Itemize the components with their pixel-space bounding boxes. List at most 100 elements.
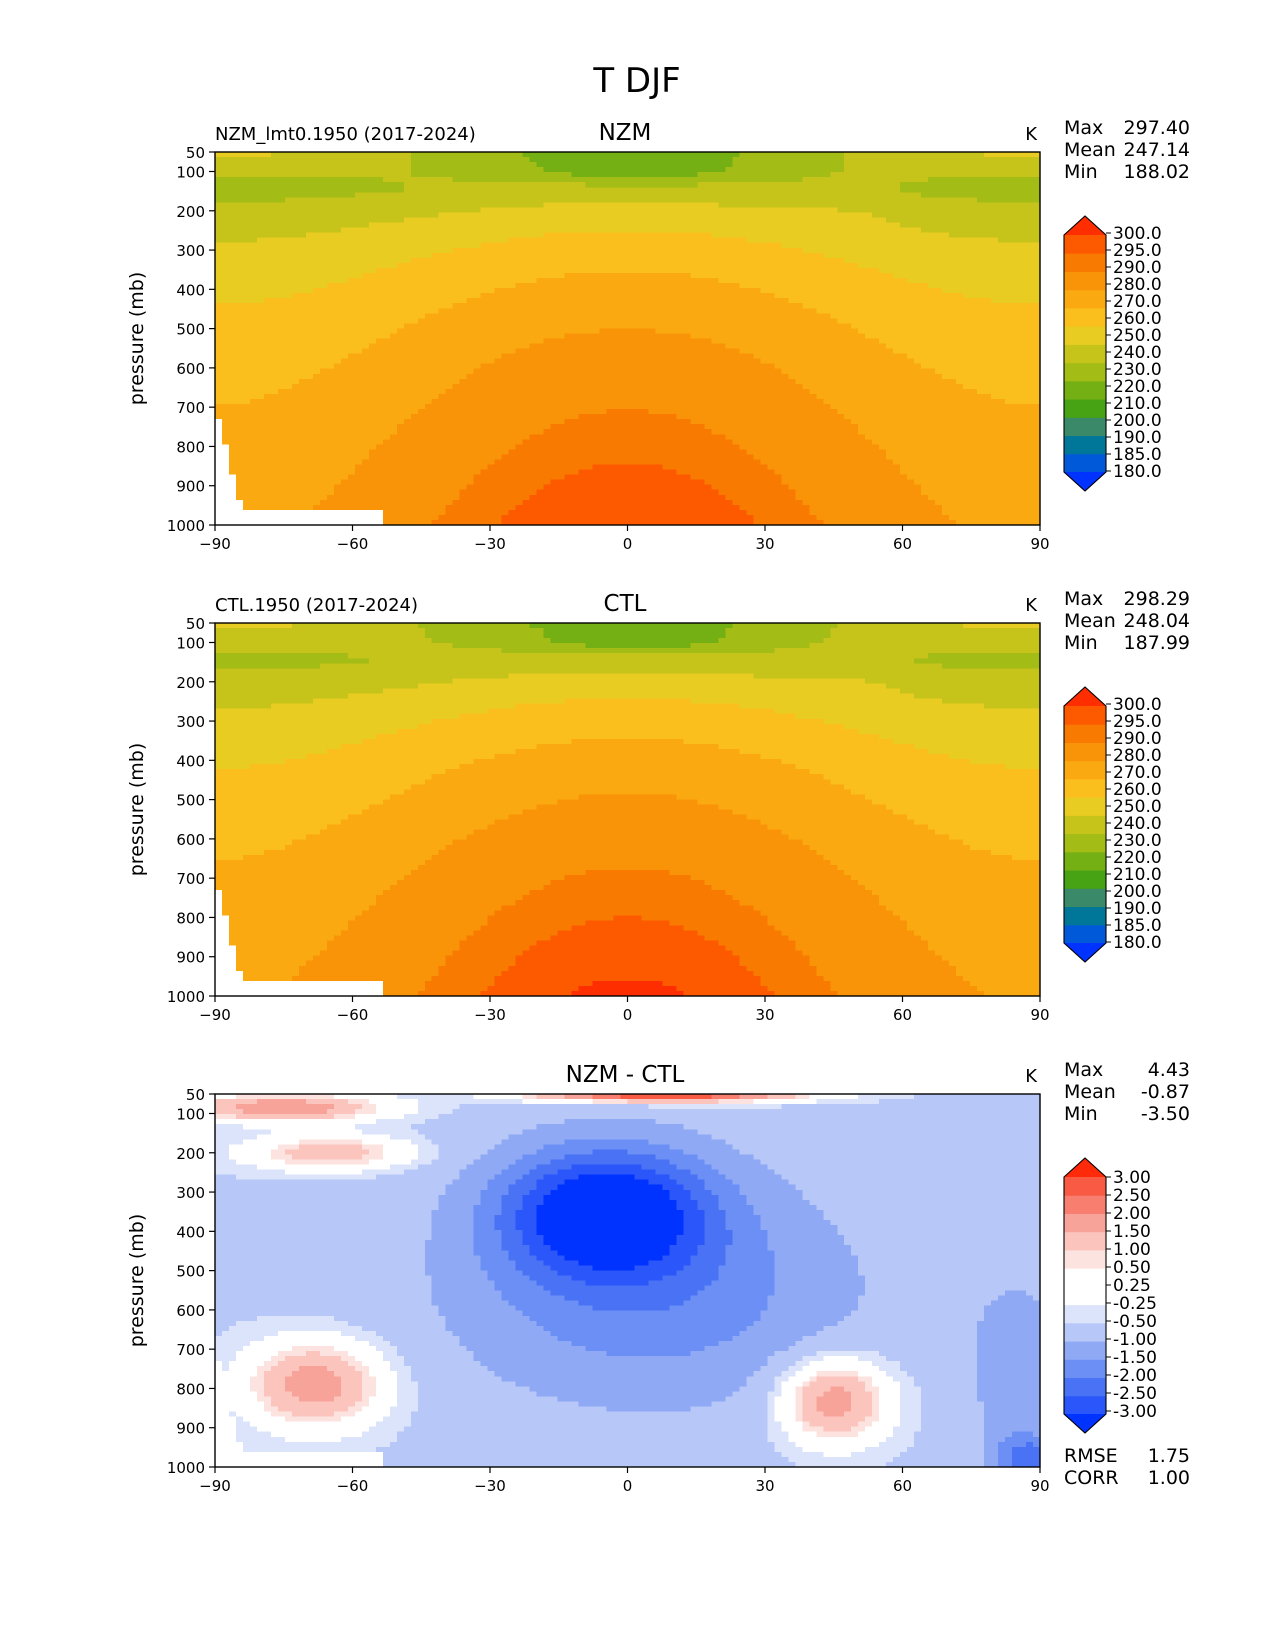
contour-cell <box>900 293 908 299</box>
contour-cell <box>900 318 908 324</box>
contour-cell <box>291 313 300 319</box>
contour-cell <box>543 283 552 289</box>
contour-cell <box>774 182 782 188</box>
contour-cell <box>914 162 922 168</box>
contour-cell <box>914 303 922 309</box>
contour-cell <box>949 308 957 314</box>
contour-cell <box>403 308 412 314</box>
contour-cell <box>1005 293 1013 299</box>
contour-cell <box>256 323 265 330</box>
contour-cell <box>998 242 1006 249</box>
contour-cell <box>1005 283 1013 289</box>
contour-cell <box>347 177 356 183</box>
contour-cell <box>879 202 887 209</box>
contour-cell <box>340 212 349 219</box>
contour-cell <box>438 167 447 173</box>
contour-cell <box>767 323 775 330</box>
contour-cell <box>823 283 831 289</box>
contour-cell <box>1026 328 1034 335</box>
contour-cell <box>375 363 384 370</box>
contour-cell <box>1033 182 1041 188</box>
contour-cell <box>529 343 538 350</box>
contour-cell <box>291 217 300 224</box>
contour-cell <box>389 328 398 335</box>
contour-cell <box>431 177 440 183</box>
contour-cell <box>403 197 412 203</box>
contour-cell <box>865 247 873 254</box>
contour-cell <box>333 217 342 224</box>
contour-cell <box>417 232 426 239</box>
contour-cell <box>620 328 629 335</box>
contour-cell <box>361 363 370 370</box>
contour-cell <box>809 313 817 319</box>
contour-cell <box>473 242 482 249</box>
contour-cell <box>795 247 803 254</box>
contour-cell <box>228 328 237 335</box>
contour-cell <box>865 323 873 330</box>
contour-cell <box>935 288 943 294</box>
contour-cell <box>900 333 908 340</box>
contour-cell <box>536 157 545 163</box>
contour-cell <box>998 328 1006 335</box>
contour-cell <box>879 267 887 274</box>
contour-cell <box>333 222 342 229</box>
contour-cell <box>340 303 349 309</box>
contour-cell <box>851 283 859 289</box>
contour-cell <box>942 323 950 330</box>
contour-cell <box>340 222 349 229</box>
contour-cell <box>536 262 545 269</box>
contour-cell <box>753 283 761 289</box>
contour-cell <box>851 262 859 269</box>
contour-cell <box>655 227 664 234</box>
contour-cell <box>1019 252 1027 259</box>
contour-cell <box>417 353 426 360</box>
contour-cell <box>599 242 608 249</box>
contour-cell <box>697 288 706 294</box>
contour-cell <box>767 187 775 193</box>
contour-cell <box>1026 298 1034 304</box>
contour-cell <box>277 293 286 299</box>
contour-cell <box>683 323 692 330</box>
contour-cell <box>606 217 615 224</box>
contour-cell <box>256 207 265 214</box>
contour-cell <box>242 293 251 299</box>
contour-cell <box>1005 222 1013 229</box>
contour-cell <box>242 187 251 193</box>
contour-cell <box>312 333 321 340</box>
contour-cell <box>844 197 852 203</box>
contour-cell <box>564 257 573 264</box>
contour-cell <box>669 212 678 219</box>
contour-cell <box>998 272 1006 279</box>
contour-cell <box>788 207 796 214</box>
contour-cell <box>865 217 873 224</box>
contour-cell <box>704 293 712 299</box>
contour-cell <box>403 338 412 345</box>
contour-cell <box>249 318 258 324</box>
contour-cell <box>865 338 873 345</box>
contour-cell <box>389 217 398 224</box>
contour-cell <box>312 262 321 269</box>
contour-cell <box>410 162 419 168</box>
contour-cell <box>382 182 391 188</box>
contour-cell <box>375 197 384 203</box>
contour-cell <box>641 343 650 350</box>
contour-cell <box>396 313 405 319</box>
contour-cell <box>949 182 957 188</box>
contour-cell <box>781 252 789 259</box>
contour-cell <box>319 197 328 203</box>
contour-cell <box>1012 323 1020 330</box>
contour-cell <box>921 328 929 335</box>
contour-cell <box>284 162 293 168</box>
contour-cell <box>487 343 496 350</box>
contour-cell <box>319 222 328 229</box>
contour-cell <box>480 242 489 249</box>
contour-cell <box>732 202 740 209</box>
contour-cell <box>935 187 943 193</box>
contour-cell <box>921 353 929 360</box>
contour-cell <box>319 157 328 163</box>
contour-cell <box>928 177 936 183</box>
contour-cell <box>312 288 321 294</box>
contour-cell <box>1026 308 1034 314</box>
contour-cell <box>746 157 754 163</box>
contour-cell <box>949 328 957 335</box>
